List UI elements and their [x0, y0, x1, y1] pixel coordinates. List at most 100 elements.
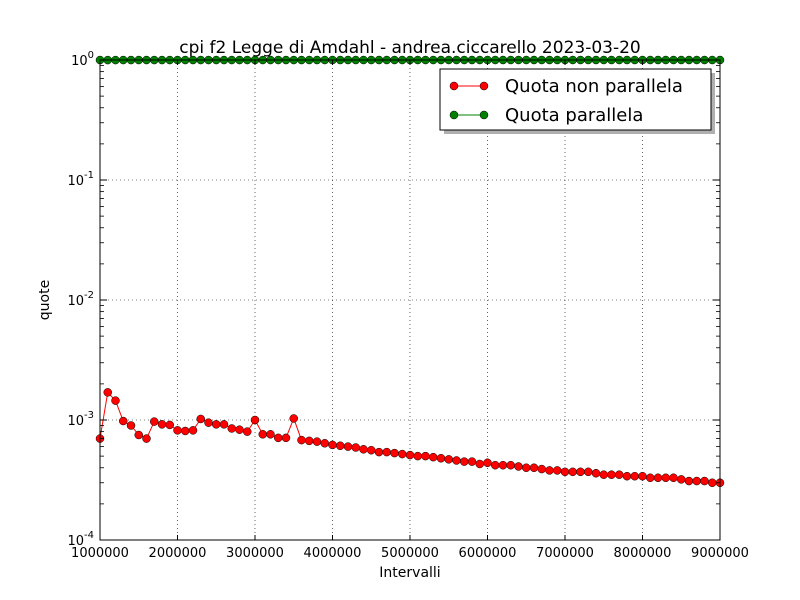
- data-point-series-0: [258, 430, 267, 439]
- data-point-series-0: [289, 414, 298, 423]
- x-tick-label: 3000000: [226, 546, 284, 561]
- legend-marker-non-parallela: [479, 81, 489, 91]
- data-point-series-0: [312, 437, 322, 446]
- y-tick-label-base: 10: [71, 54, 88, 69]
- data-point-series-0: [475, 459, 484, 469]
- data-point-series-0: [622, 471, 632, 481]
- data-point-series-0: [119, 416, 128, 426]
- data-point-series-0: [398, 449, 407, 459]
- data-point-series-0: [413, 451, 422, 461]
- data-point-series-0: [529, 463, 539, 472]
- data-point-series-0: [498, 460, 508, 470]
- data-point-series-0: [204, 418, 213, 427]
- data-point-series-0: [157, 420, 167, 429]
- data-point-series-0: [514, 462, 523, 471]
- data-point-series-0: [405, 450, 415, 460]
- data-point-series-0: [336, 441, 345, 451]
- y-tick-label: 10-3: [67, 410, 94, 429]
- data-point-series-0: [537, 464, 546, 474]
- data-point-series-0: [638, 471, 647, 481]
- data-point-series-0: [196, 414, 205, 424]
- data-point-series-0: [653, 473, 663, 483]
- data-point-series-0: [382, 447, 391, 457]
- data-point-series-0: [646, 473, 655, 483]
- y-tick-label: 10-1: [67, 170, 94, 189]
- data-point-series-0: [452, 456, 461, 465]
- data-point-series-0: [553, 466, 562, 475]
- data-point-series-0: [436, 454, 446, 463]
- legend-label-non-parallela: Quota non parallela: [505, 76, 683, 97]
- data-point-series-0: [173, 426, 182, 435]
- data-point-series-0: [607, 470, 616, 479]
- ticks: 1000000 2000000 3000000 4000000 5000000 60000…: [67, 50, 748, 561]
- data-point-series-0: [188, 426, 198, 435]
- data-point-series-0: [103, 388, 112, 397]
- y-tick-label-exponent: -4: [84, 530, 94, 541]
- data-point-series-0: [429, 452, 438, 462]
- data-point-series-0: [522, 463, 531, 472]
- y-tick-label: 10-4: [67, 530, 94, 549]
- data-point-series-0: [568, 467, 577, 477]
- legend-marker-parallela: [479, 110, 489, 120]
- y-tick-label-base: 10: [67, 294, 84, 309]
- y-tick-label-base: 10: [67, 534, 84, 549]
- data-point-series-0: [250, 415, 260, 425]
- legend-label-parallela: Quota parallela: [505, 105, 643, 126]
- x-axis-label: Intervalli: [379, 565, 440, 581]
- data-point-series-0: [630, 471, 639, 481]
- data-point-series-0: [111, 396, 120, 405]
- data-point-series-0: [328, 440, 337, 450]
- data-point-series-0: [320, 439, 329, 448]
- y-tick-label-exponent: -2: [84, 290, 94, 301]
- data-point-series-0: [367, 445, 376, 455]
- data-point-series-0: [212, 420, 221, 429]
- y-tick-label-exponent: -3: [84, 410, 94, 421]
- data-point-series-0: [677, 475, 686, 484]
- legend: Quota non parallela Quota parallela: [439, 68, 715, 134]
- data-point-series-0: [374, 447, 384, 457]
- chart-title: cpi f2 Legge di Amdahl - andrea.ciccarel…: [179, 38, 640, 58]
- data-point-series-0: [444, 455, 453, 464]
- data-point-series-0: [692, 476, 701, 486]
- data-point-series-0: [661, 473, 670, 483]
- data-point-series-0: [235, 425, 244, 434]
- grid: [100, 60, 720, 540]
- legend-marker-parallela: [449, 110, 459, 120]
- x-tick-label: 4000000: [304, 546, 362, 561]
- x-tick-label: 7000000: [536, 546, 594, 561]
- data-point-series-0: [165, 420, 174, 430]
- legend-box: [439, 68, 712, 131]
- data-point-series-0: [460, 457, 469, 466]
- data-point-series-0: [274, 433, 283, 443]
- data-point-series-0: [615, 470, 624, 479]
- x-tick-label: 8000000: [614, 546, 672, 561]
- data-point-series-0: [142, 434, 151, 443]
- data-point-series-0: [343, 442, 353, 451]
- y-tick-label: 10-2: [67, 290, 94, 309]
- y-tick-label-base: 10: [67, 174, 84, 189]
- data-point-series-0: [584, 467, 593, 477]
- data-point-series-0: [219, 420, 229, 429]
- y-tick-label: 100: [71, 50, 94, 69]
- data-point-series-0: [266, 430, 275, 439]
- data-point-series-0: [700, 476, 709, 486]
- data-point-series-0: [560, 467, 570, 477]
- x-tick-label: 1000000: [71, 546, 129, 561]
- data-point-series-0: [297, 435, 306, 445]
- data-point-series-0: [684, 476, 694, 486]
- data-point-series-0: [390, 448, 399, 458]
- data-point-series-0: [708, 478, 717, 487]
- y-axis-label: quote: [37, 280, 53, 320]
- data-point-series-0: [421, 451, 430, 461]
- y-tick-label-exponent: 0: [88, 50, 94, 61]
- data-point-series-0: [359, 445, 368, 454]
- y-tick-label-exponent: -1: [84, 170, 94, 181]
- data-point-series-0: [545, 466, 554, 475]
- data-point-series-0: [591, 468, 601, 478]
- data-point-series-0: [467, 457, 477, 466]
- data-point-series-0: [181, 426, 190, 436]
- data-point-series-0: [126, 421, 136, 430]
- x-tick-label: 9000000: [691, 546, 749, 561]
- data-point-series-0: [281, 433, 291, 443]
